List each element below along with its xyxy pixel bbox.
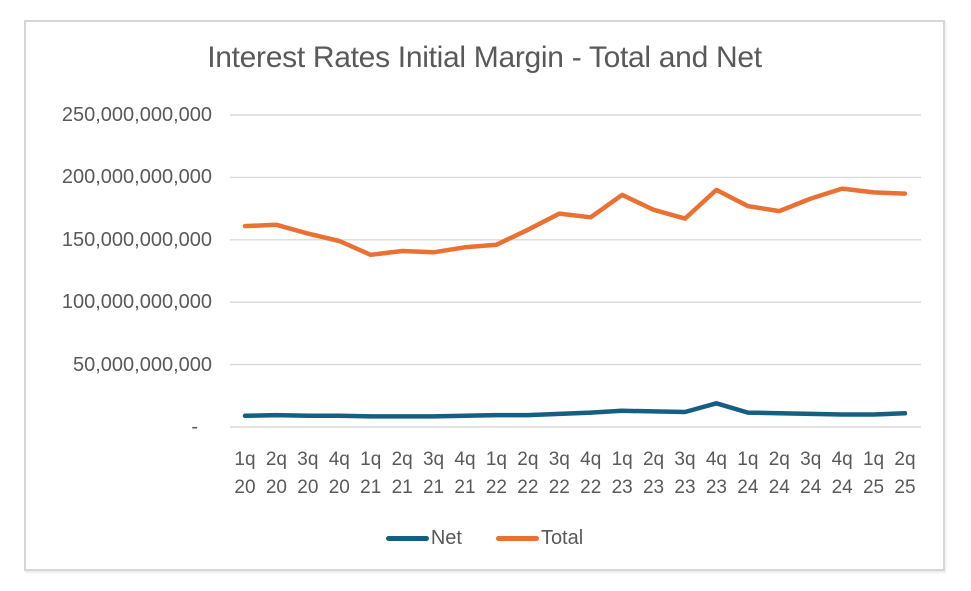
x-axis-tick-label: 2q 23 bbox=[637, 446, 671, 502]
x-axis-tick-line: 1q bbox=[611, 449, 633, 470]
x-axis-tick-line: 2q bbox=[768, 449, 790, 470]
x-axis-tick-line: 2q bbox=[642, 449, 665, 470]
x-axis-tick-label: 4q 20 bbox=[322, 446, 356, 502]
x-axis-tick-line: 3q bbox=[548, 449, 570, 470]
legend-label-net: Net bbox=[430, 526, 462, 549]
x-axis-tick-line: 22 bbox=[580, 477, 602, 498]
legend-swatch-net bbox=[385, 535, 429, 541]
x-axis-tick-line: 20 bbox=[265, 477, 287, 498]
x-axis-tick-label: 3q 24 bbox=[794, 446, 828, 502]
x-axis-tick-label: 4q 24 bbox=[825, 446, 859, 502]
x-axis-tick-label: 2q 20 bbox=[259, 446, 293, 502]
x-axis-tick-line: 4q bbox=[580, 449, 602, 470]
x-axis-tick-line: 24 bbox=[737, 477, 759, 498]
x-axis-tick-line: 1q bbox=[862, 449, 885, 470]
x-axis-tick-label: 2q 24 bbox=[762, 446, 796, 502]
chart-canvas-border[interactable] bbox=[24, 20, 945, 571]
x-axis-tick-line: 2q bbox=[265, 449, 287, 470]
x-axis-tick-line: 22 bbox=[517, 477, 539, 498]
x-axis-tick-line: 3q bbox=[674, 449, 696, 470]
x-axis-tick-label: 1q 20 bbox=[228, 446, 262, 502]
x-axis-tick-line: 23 bbox=[674, 477, 696, 498]
x-axis-tick-line: 1q bbox=[485, 449, 507, 470]
x-axis-tick-label: 2q 21 bbox=[385, 446, 419, 502]
chart-legend: Net Total bbox=[24, 522, 945, 554]
x-axis-tick-line: 20 bbox=[297, 477, 319, 498]
x-axis-tick-line: 3q bbox=[297, 449, 319, 470]
x-axis-tick-label: 4q 23 bbox=[699, 446, 733, 502]
x-axis-tick-line: 4q bbox=[454, 449, 476, 470]
legend-item-total[interactable]: Total bbox=[495, 526, 584, 550]
x-axis-tick-line: 24 bbox=[768, 477, 790, 498]
x-axis-tick-label: 4q 22 bbox=[574, 446, 608, 502]
x-axis-tick-label: 2q 22 bbox=[511, 446, 545, 502]
x-axis-tick-line: 22 bbox=[548, 477, 570, 498]
x-axis-tick-line: 1q bbox=[737, 449, 759, 470]
x-axis-tick-line: 21 bbox=[422, 477, 445, 498]
chart-title[interactable]: Interest Rates Initial Margin - Total an… bbox=[207, 41, 762, 74]
x-axis-tick-label: 1q 25 bbox=[857, 446, 891, 502]
x-axis-tick-label: 3q 23 bbox=[668, 446, 702, 502]
x-axis-tick-line: 2q bbox=[517, 449, 539, 470]
x-axis-tick-line: 24 bbox=[831, 477, 853, 498]
x-axis-tick-label: 3q 21 bbox=[417, 446, 451, 502]
x-axis-tick-line: 3q bbox=[422, 449, 445, 470]
x-axis-tick-line: 4q bbox=[328, 449, 350, 470]
x-axis-tick-line: 22 bbox=[485, 477, 507, 498]
x-axis-tick-line: 23 bbox=[611, 477, 633, 498]
x-axis-tick-line: 3q bbox=[800, 449, 822, 470]
x-axis-tick-line: 23 bbox=[705, 477, 727, 498]
x-axis-tick-label: 3q 22 bbox=[542, 446, 576, 502]
x-axis-tick-line: 1q bbox=[234, 449, 256, 470]
y-axis-tick-label: - bbox=[191, 416, 198, 438]
total-series-line[interactable] bbox=[242, 186, 908, 258]
legend-swatch-total bbox=[495, 535, 539, 541]
y-axis-tick-label: 50,000,000,000 bbox=[72, 353, 212, 376]
x-axis-tick-line: 1q bbox=[360, 449, 382, 470]
x-axis-tick-line: 20 bbox=[328, 477, 350, 498]
y-axis-tick-label: 100,000,000,000 bbox=[61, 291, 212, 314]
x-axis-tick-label: 4q 21 bbox=[448, 446, 482, 502]
x-axis-tick-line: 4q bbox=[705, 449, 727, 470]
x-axis-tick-label: 1q 23 bbox=[605, 446, 639, 502]
x-axis-tick-line: 2q bbox=[894, 449, 916, 470]
x-axis-tick-line: 21 bbox=[454, 477, 476, 498]
x-axis-tick-label: 3q 20 bbox=[291, 446, 325, 502]
x-axis-tick-label: 1q 22 bbox=[479, 446, 513, 502]
x-axis-tick-label: 1q 21 bbox=[354, 446, 388, 502]
x-axis-tick-line: 23 bbox=[642, 477, 665, 498]
legend-label-total: Total bbox=[540, 526, 584, 549]
x-axis-tick-label: 2q 25 bbox=[888, 446, 922, 502]
x-axis-tick-line: 2q bbox=[391, 449, 413, 470]
x-axis-tick-line: 25 bbox=[894, 477, 916, 498]
y-axis-tick-label: 200,000,000,000 bbox=[61, 166, 212, 189]
y-axis-tick-label: 250,000,000,000 bbox=[61, 104, 212, 126]
x-axis-tick-line: 25 bbox=[862, 477, 885, 498]
x-axis-tick-line: 21 bbox=[360, 477, 382, 498]
x-axis-tick-line: 24 bbox=[800, 477, 822, 498]
y-axis-tick-label: 150,000,000,000 bbox=[61, 228, 212, 251]
x-axis-tick-line: 20 bbox=[234, 477, 256, 498]
x-axis-tick-line: 21 bbox=[391, 477, 413, 498]
x-axis-tick-line: 4q bbox=[831, 449, 853, 470]
net-series-line[interactable] bbox=[242, 401, 908, 419]
x-axis-tick-label: 1q 24 bbox=[731, 446, 765, 502]
legend-item-net[interactable]: Net bbox=[385, 526, 462, 550]
